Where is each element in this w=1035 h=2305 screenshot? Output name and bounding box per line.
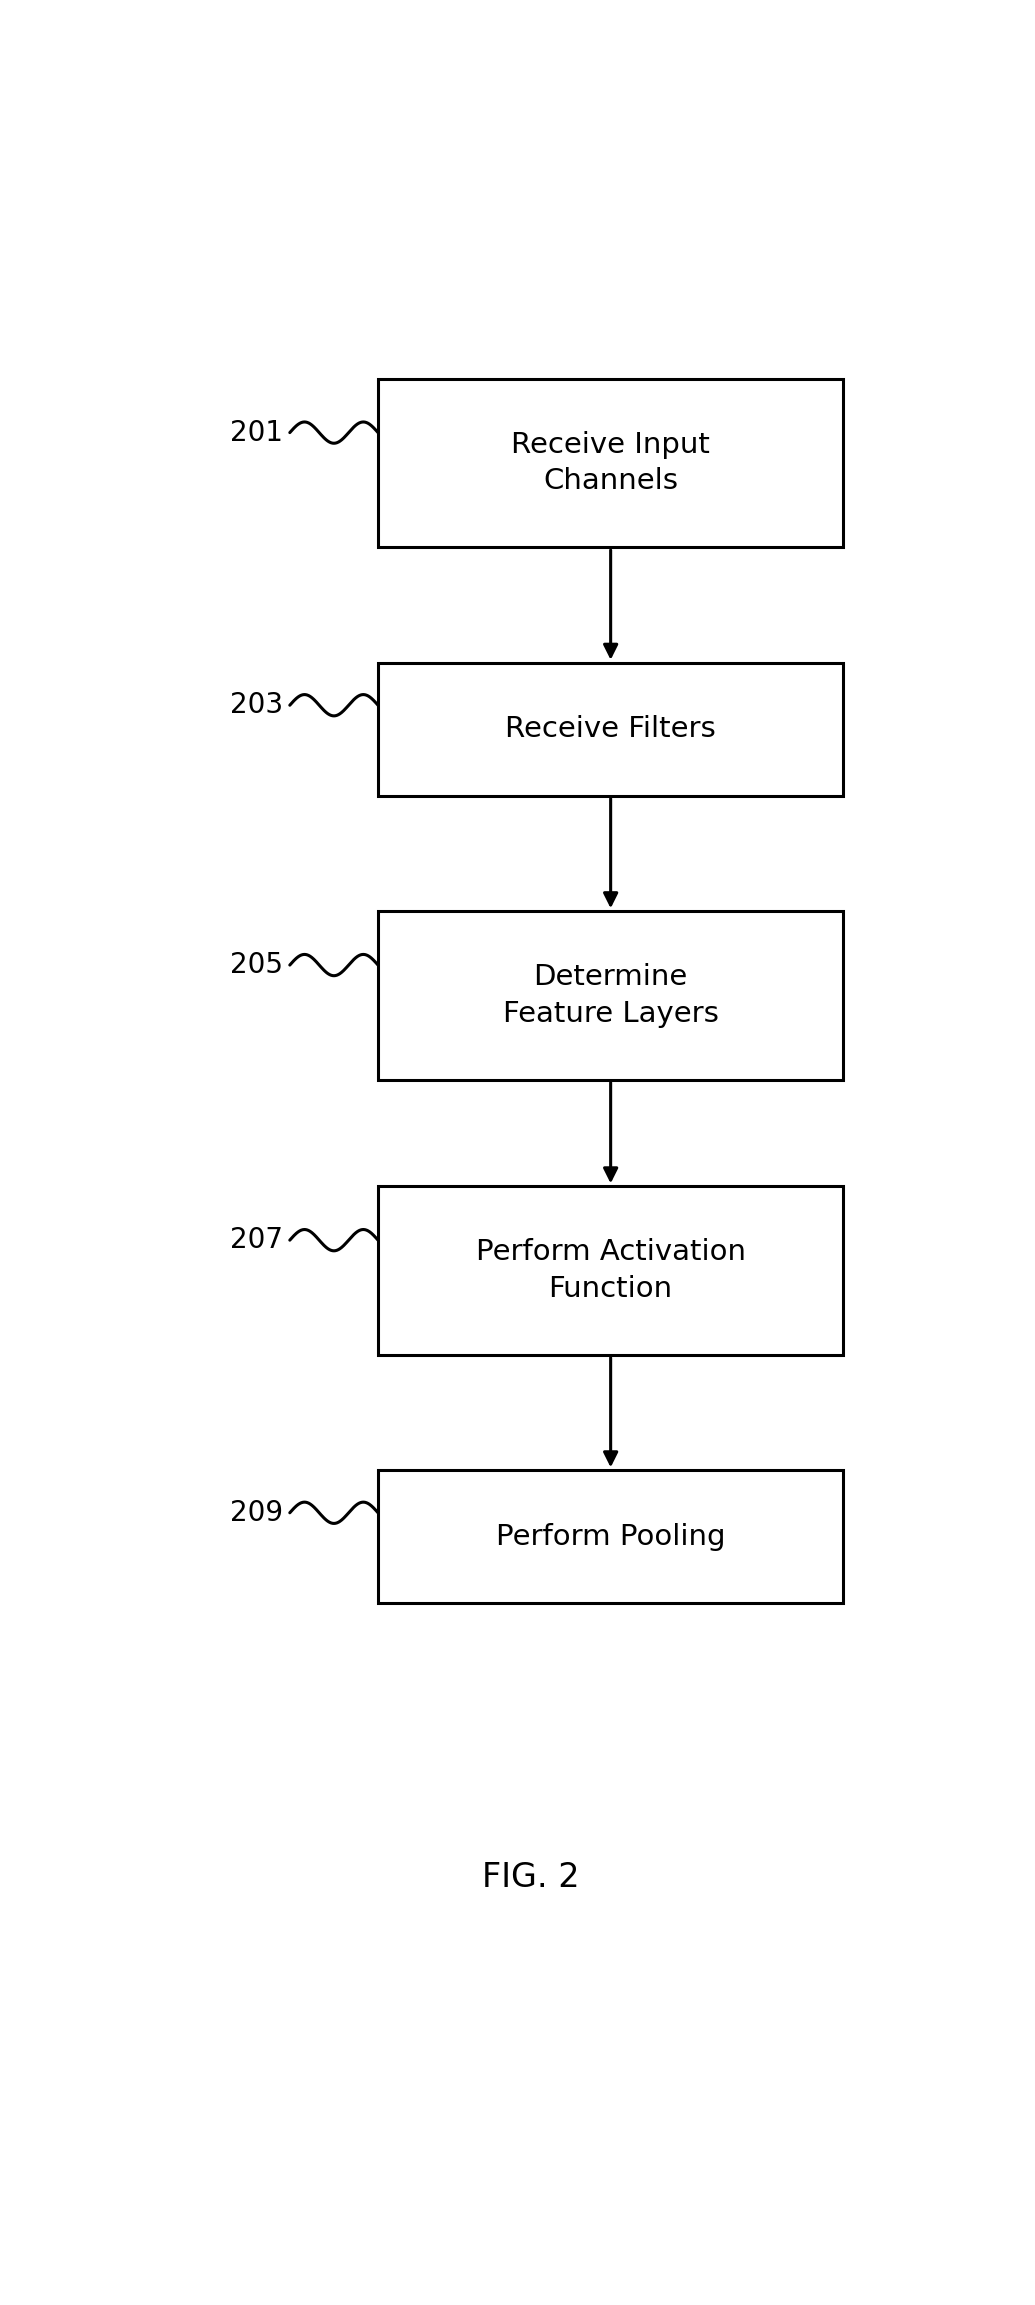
Text: 209: 209 [230,1498,283,1526]
Bar [378,1187,844,1355]
Text: 203: 203 [230,692,283,719]
Bar [378,1471,844,1604]
Text: Determine
Feature Layers: Determine Feature Layers [503,963,718,1028]
Text: 201: 201 [230,420,283,447]
Text: Receive Input
Channels: Receive Input Channels [511,431,710,496]
Text: Perform Pooling: Perform Pooling [496,1524,726,1551]
Text: FIG. 2: FIG. 2 [481,1860,580,1895]
Bar [378,378,844,546]
Bar [378,910,844,1079]
Text: 205: 205 [230,952,283,980]
Bar [378,662,844,795]
Text: 207: 207 [230,1226,283,1254]
Text: Perform Activation
Function: Perform Activation Function [476,1238,745,1302]
Text: Receive Filters: Receive Filters [505,715,716,742]
